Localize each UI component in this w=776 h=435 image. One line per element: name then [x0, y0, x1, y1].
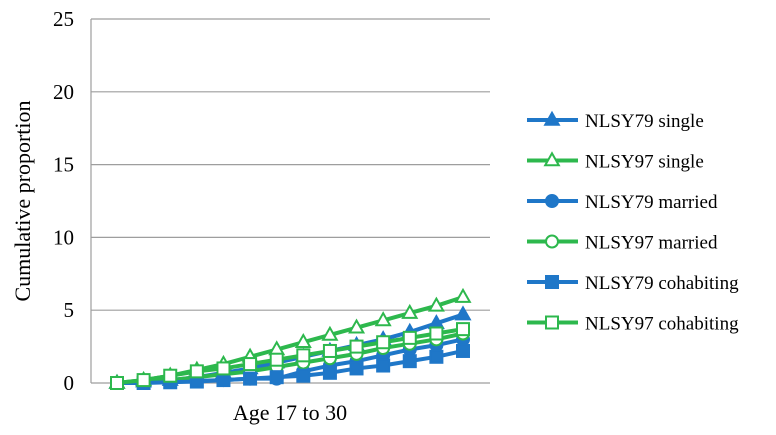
- data-point: [454, 305, 472, 321]
- legend-label: NLSY79 single: [585, 111, 704, 132]
- data-point: [349, 361, 364, 376]
- data-point: [429, 326, 444, 341]
- data-point: [456, 322, 470, 337]
- legend-entry: NLSY97 cohabiting: [527, 314, 739, 335]
- data-point: [296, 368, 311, 383]
- y-tick-label: 25: [53, 7, 74, 31]
- data-point: [136, 373, 151, 388]
- data-point: [296, 348, 311, 363]
- y-tick-label: 10: [53, 225, 74, 249]
- data-point: [294, 333, 312, 349]
- data-point: [321, 325, 339, 341]
- data-point: [189, 364, 204, 379]
- legend-label: NLSY79 cohabiting: [585, 273, 739, 294]
- data-point: [401, 303, 419, 319]
- data-point: [110, 376, 124, 390]
- legend: NLSY79 single NLSY97 single NLSY79 married…: [527, 110, 739, 335]
- legend-label: NLSY97 cohabiting: [585, 314, 739, 335]
- legend-marker: [543, 110, 561, 126]
- legend-entry: NLSY79 single: [527, 110, 704, 132]
- legend-marker: [545, 234, 559, 249]
- y-tick-label: 5: [64, 298, 75, 322]
- data-point: [216, 373, 231, 388]
- data-point: [376, 335, 391, 350]
- data-point: [454, 287, 472, 303]
- legend-entry: NLSY79 married: [527, 192, 718, 213]
- data-point: [429, 349, 444, 364]
- data-point: [376, 358, 391, 373]
- data-point: [322, 365, 337, 380]
- legend-label: NLSY97 married: [585, 233, 718, 254]
- x-axis-title: Age 17 to 30: [233, 400, 347, 425]
- data-point: [163, 368, 178, 383]
- legend-entry: NLSY97 single: [527, 151, 704, 173]
- data-point: [427, 296, 445, 312]
- data-point: [322, 343, 337, 358]
- data-point: [269, 370, 284, 385]
- legend-marker: [545, 315, 559, 330]
- data-point: [348, 318, 366, 334]
- data-point: [402, 330, 417, 345]
- legend-label: NLSY79 married: [585, 192, 718, 213]
- data-point: [456, 343, 470, 358]
- legend-marker: [545, 275, 559, 289]
- legend-entry: NLSY79 cohabiting: [527, 273, 739, 294]
- data-point: [402, 354, 417, 369]
- data-point: [243, 357, 258, 372]
- y-tick-label: 15: [53, 153, 74, 177]
- data-point: [216, 361, 231, 376]
- y-tick-label: 0: [64, 371, 75, 395]
- series-layer: [108, 287, 472, 390]
- legend-entry: NLSY97 married: [527, 233, 718, 254]
- legend-marker: [545, 194, 559, 208]
- data-point: [349, 339, 364, 354]
- data-point: [374, 311, 392, 327]
- y-axis-ticks: 0 5 10 15 20 25: [53, 7, 74, 395]
- legend-label: NLSY97 single: [585, 152, 704, 173]
- data-point: [243, 371, 258, 386]
- gridlines: [90, 18, 490, 384]
- y-tick-label: 20: [53, 80, 74, 104]
- series-nlsy97-cohabiting: [110, 322, 470, 390]
- legend-marker: [543, 151, 561, 167]
- data-point: [269, 352, 284, 367]
- y-axis-title: Cumulative proportion: [10, 100, 35, 301]
